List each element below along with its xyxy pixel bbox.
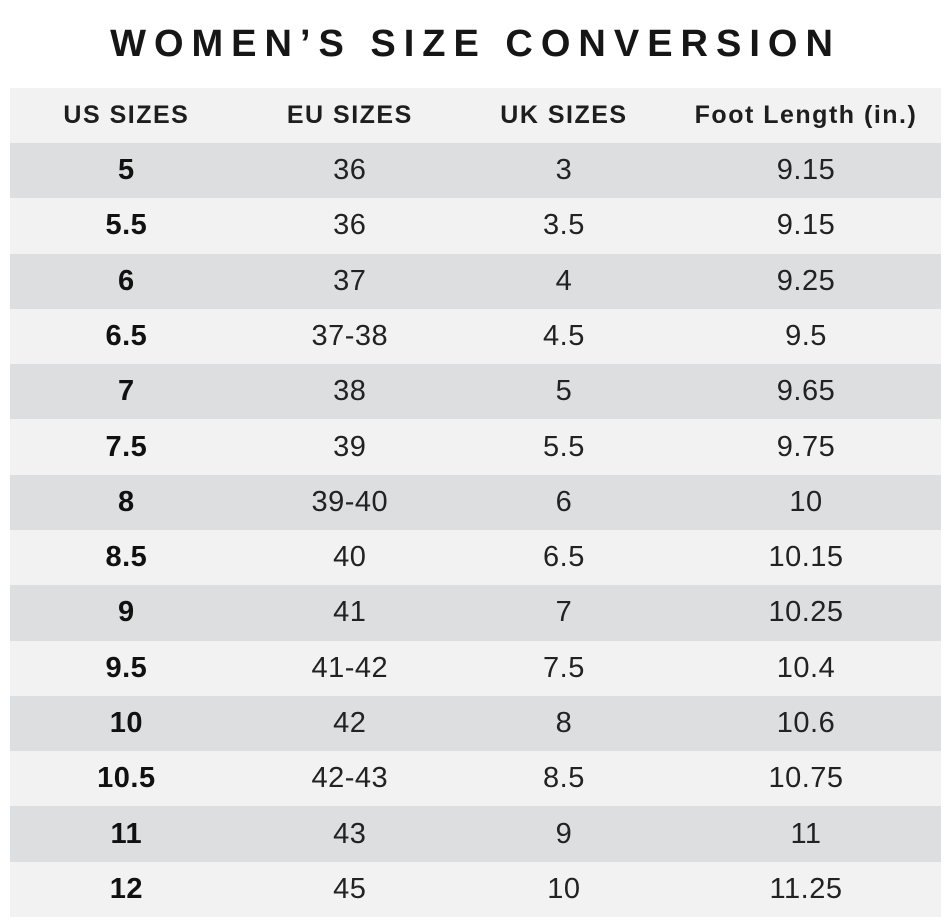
table-row: 10.5 42-43 8.5 10.75	[10, 751, 941, 807]
table-row: 5.5 36 3.5 9.15	[10, 198, 941, 254]
foot-length-cell: 9.65	[776, 375, 836, 408]
table-row: 8 39-40 6 10	[10, 474, 941, 530]
eu-size-cell: 36	[333, 209, 367, 242]
foot-length-cell: 10.4	[776, 651, 836, 684]
uk-size-cell: 8	[555, 706, 573, 739]
foot-length-cell: 11.25	[769, 872, 843, 905]
us-size-cell: 7.5	[105, 430, 148, 463]
eu-size-cell: 39	[333, 430, 367, 463]
eu-size-cell: 40	[333, 541, 367, 574]
foot-length-cell: 9.15	[776, 154, 836, 187]
us-size-cell: 5.5	[105, 209, 148, 242]
foot-length-cell: 10.25	[768, 596, 844, 629]
us-size-cell: 6	[118, 264, 135, 297]
eu-size-cell: 42-43	[311, 762, 389, 795]
uk-size-cell: 9	[555, 817, 573, 850]
foot-length-cell: 9.75	[776, 430, 836, 463]
eu-size-cell: 41	[333, 596, 367, 629]
uk-size-cell: 5	[555, 375, 573, 408]
uk-size-cell: 4	[555, 264, 573, 297]
table-row: 12 45 10 11.25	[10, 861, 941, 917]
us-size-cell: 5	[118, 154, 135, 187]
us-size-cell: 8	[118, 485, 135, 518]
us-size-cell: 10	[109, 706, 143, 739]
uk-size-cell: 3.5	[543, 209, 585, 242]
table-row: 6.5 37-38 4.5 9.5	[10, 308, 941, 365]
us-size-cell: 8.5	[105, 541, 148, 574]
table-row: 7.5 39 5.5 9.75	[10, 419, 941, 475]
foot-length-cell: 10.75	[768, 762, 844, 795]
eu-size-cell: 42	[333, 706, 367, 739]
table-row: 9 41 7 10.25	[10, 585, 941, 641]
uk-size-cell: 6	[555, 485, 573, 518]
us-size-cell: 12	[109, 872, 143, 905]
eu-size-cell: 37	[333, 264, 367, 297]
table-row: 7 38 5 9.65	[10, 364, 941, 420]
us-size-cell: 9.5	[105, 651, 148, 684]
eu-size-cell: 41-42	[311, 651, 389, 684]
foot-length-cell: 10.15	[768, 541, 844, 574]
foot-length-cell: 9.15	[776, 209, 836, 242]
foot-length-cell: 10.6	[776, 706, 836, 739]
foot-length-cell: 9.5	[785, 319, 827, 352]
eu-size-cell: 38	[333, 375, 367, 408]
uk-size-cell: 5.5	[543, 430, 585, 463]
table-row: 10 42 8 10.6	[10, 695, 941, 752]
eu-size-cell: 39-40	[311, 485, 389, 518]
eu-size-cell: 45	[333, 872, 367, 905]
column-header-us-sizes: US SIZES	[63, 101, 190, 129]
us-size-cell: 11	[110, 817, 143, 850]
us-size-cell: 9	[118, 596, 135, 629]
uk-size-cell: 3	[555, 154, 573, 187]
column-header-foot-length: Foot Length (in.)	[694, 101, 918, 129]
size-conversion-table: US SIZES EU SIZES UK SIZES Foot Length (…	[10, 88, 941, 917]
page-title: WOMEN’S SIZE CONVERSION	[110, 22, 841, 65]
uk-size-cell: 8.5	[543, 762, 585, 795]
foot-length-cell: 11	[790, 817, 822, 850]
table-row: 5 36 3 9.15	[10, 143, 941, 199]
table-row: 6 37 4 9.25	[10, 253, 941, 309]
table-row: 8.5 40 6.5 10.15	[10, 529, 941, 586]
eu-size-cell: 37-38	[311, 319, 389, 352]
column-header-eu-sizes: EU SIZES	[286, 101, 413, 129]
uk-size-cell: 10	[547, 872, 581, 905]
column-header-uk-sizes: UK SIZES	[500, 101, 628, 129]
foot-length-cell: 9.25	[776, 264, 836, 297]
us-size-cell: 7	[118, 375, 135, 408]
uk-size-cell: 7	[555, 596, 573, 629]
table-row: 11 43 9 11	[10, 806, 941, 862]
uk-size-cell: 7.5	[543, 651, 585, 684]
table-header-row: US SIZES EU SIZES UK SIZES Foot Length (…	[10, 88, 941, 143]
table-body: 5 36 3 9.15 5.5 36 3.5 9.15 6 37 4 9.25 6.5 37-38 4.5 9…	[10, 143, 941, 917]
table-row: 9.5 41-42 7.5 10.4	[10, 640, 941, 696]
eu-size-cell: 43	[333, 817, 367, 850]
eu-size-cell: 36	[333, 154, 367, 187]
us-size-cell: 10.5	[97, 762, 156, 795]
foot-length-cell: 10	[789, 485, 823, 518]
uk-size-cell: 6.5	[543, 541, 585, 574]
us-size-cell: 6.5	[105, 319, 148, 352]
uk-size-cell: 4.5	[543, 319, 585, 352]
